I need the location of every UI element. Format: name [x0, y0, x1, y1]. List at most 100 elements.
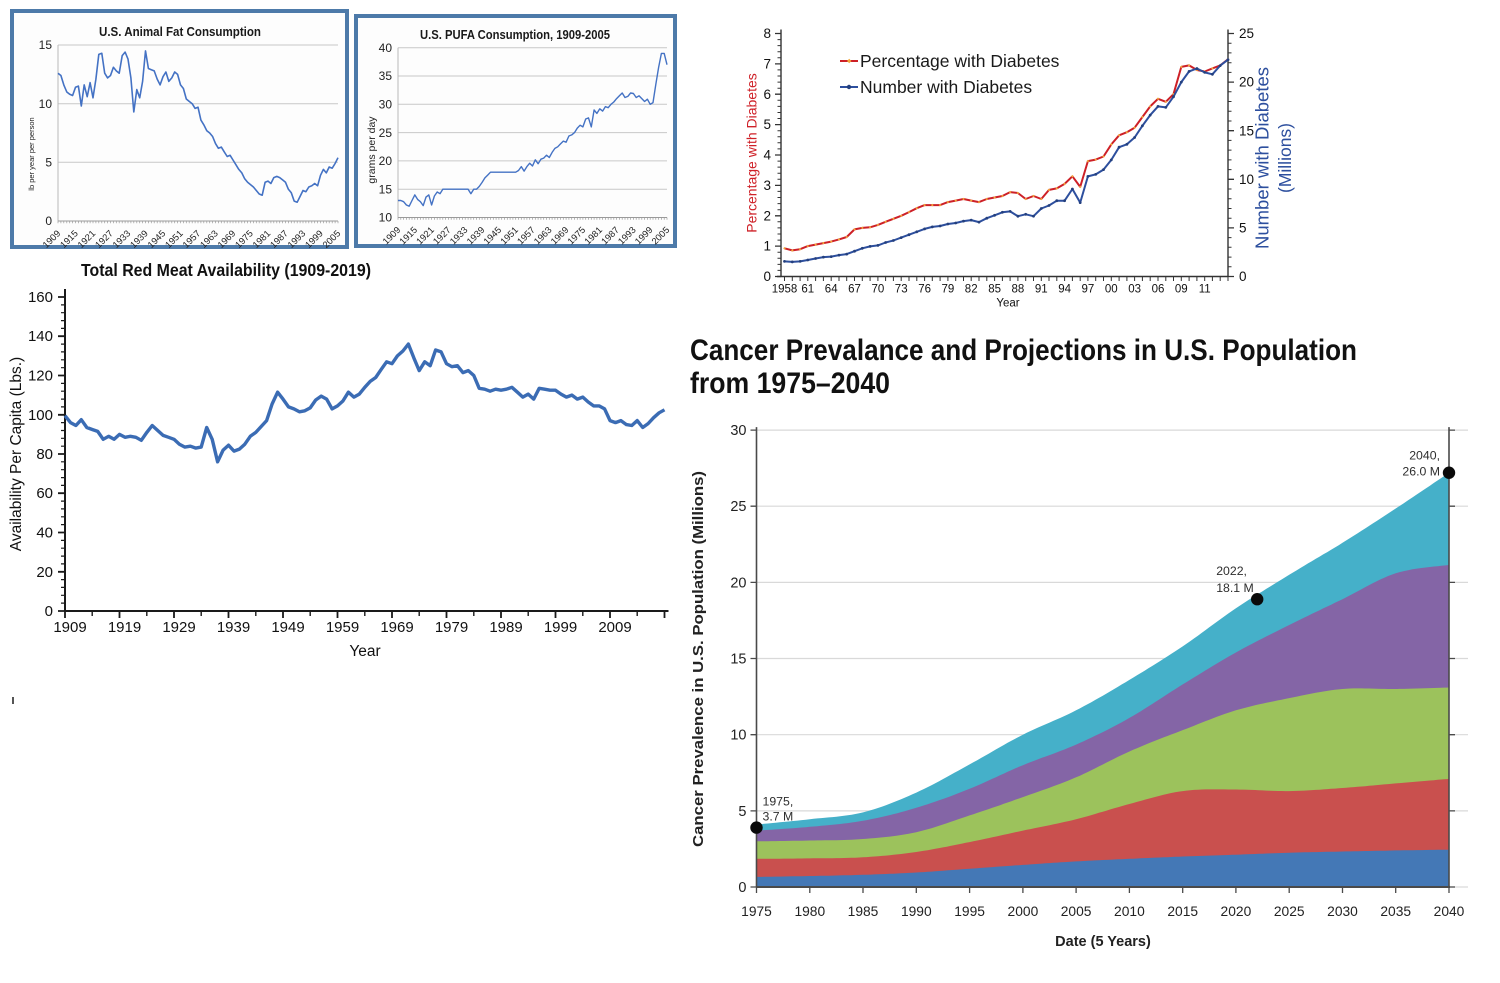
svg-text:Date (5 Years): Date (5 Years)	[1055, 934, 1151, 950]
svg-text:91: 91	[1035, 284, 1048, 296]
svg-text:09: 09	[1175, 284, 1188, 296]
svg-text:10: 10	[39, 97, 53, 111]
svg-text:26.0 M: 26.0 M	[1402, 465, 1440, 479]
svg-text:1959: 1959	[326, 619, 359, 636]
svg-text:0: 0	[45, 603, 53, 620]
svg-text:06: 06	[1152, 284, 1165, 296]
svg-text:25: 25	[730, 499, 746, 515]
svg-text:15: 15	[39, 38, 53, 52]
svg-text:1995: 1995	[954, 904, 985, 919]
svg-text:03: 03	[1128, 284, 1141, 296]
svg-text:Year: Year	[996, 298, 1019, 310]
svg-text:1999: 1999	[544, 619, 577, 636]
svg-text:1958: 1958	[772, 284, 798, 296]
svg-text:11: 11	[1199, 284, 1211, 296]
svg-text:8: 8	[763, 26, 771, 41]
svg-text:60: 60	[36, 485, 53, 502]
svg-text:(Millions): (Millions)	[1275, 123, 1295, 193]
svg-text:30: 30	[730, 423, 746, 439]
svg-text:U.S. Animal Fat Consumption: U.S. Animal Fat Consumption	[99, 24, 261, 39]
svg-text:5: 5	[738, 804, 746, 820]
svg-text:1985: 1985	[848, 904, 879, 919]
svg-text:20: 20	[1239, 75, 1254, 90]
svg-text:15: 15	[1239, 123, 1254, 138]
svg-text:64: 64	[825, 284, 838, 296]
svg-text:30: 30	[379, 98, 393, 112]
svg-text:10: 10	[379, 211, 393, 225]
svg-text:2025: 2025	[1274, 904, 1305, 919]
svg-text:5: 5	[1239, 221, 1247, 236]
svg-text:0: 0	[45, 214, 52, 228]
svg-text:70: 70	[872, 284, 885, 296]
svg-text:Cancer Prevalence in U.S. Popu: Cancer Prevalence in U.S. Population (Mi…	[690, 471, 707, 847]
svg-text:10: 10	[1239, 172, 1254, 187]
svg-text:2015: 2015	[1167, 904, 1198, 919]
svg-text:20: 20	[379, 154, 393, 168]
svg-text:85: 85	[988, 284, 1001, 296]
svg-text:100: 100	[28, 407, 53, 424]
svg-text:10: 10	[730, 728, 746, 744]
svg-text:1929: 1929	[162, 619, 195, 636]
svg-text:00: 00	[1105, 284, 1118, 296]
svg-text:5: 5	[763, 117, 771, 132]
svg-text:U.S. PUFA Consumption, 1909-20: U.S. PUFA Consumption, 1909-2005	[420, 28, 610, 42]
svg-text:1949: 1949	[271, 619, 304, 636]
svg-text:lb per year per person: lb per year per person	[27, 117, 36, 190]
svg-text:18.1 M: 18.1 M	[1216, 581, 1254, 595]
svg-text:2005: 2005	[1061, 904, 1092, 919]
svg-text:79: 79	[942, 284, 955, 296]
svg-text:2020: 2020	[1221, 904, 1252, 919]
svg-text:1: 1	[763, 239, 771, 254]
svg-text:Total Red Meat Availability (1: Total Red Meat Availability (1909-2019)	[81, 260, 371, 280]
svg-text:40: 40	[379, 41, 393, 55]
svg-text:140: 140	[28, 328, 53, 345]
svg-text:67: 67	[848, 284, 861, 296]
svg-text:1909: 1909	[53, 619, 86, 636]
svg-text:0: 0	[1239, 269, 1247, 284]
svg-text:from 1975–2040: from 1975–2040	[690, 367, 890, 400]
svg-text:1975: 1975	[741, 904, 772, 919]
svg-text:120: 120	[28, 368, 53, 385]
svg-text:1939: 1939	[217, 619, 250, 636]
svg-text:97: 97	[1082, 284, 1095, 296]
svg-text:73: 73	[895, 284, 908, 296]
svg-text:Number with Diabetes: Number with Diabetes	[860, 77, 1032, 97]
svg-text:35: 35	[379, 69, 393, 83]
svg-text:25: 25	[1239, 26, 1254, 41]
svg-text:Year: Year	[349, 643, 380, 660]
svg-text:40: 40	[36, 525, 53, 542]
svg-text:2009: 2009	[598, 619, 631, 636]
svg-text:grams per day: grams per day	[366, 116, 378, 184]
svg-text:5: 5	[45, 156, 52, 170]
svg-text:1989: 1989	[489, 619, 522, 636]
svg-text:2040,: 2040,	[1409, 449, 1440, 463]
svg-text:6: 6	[763, 87, 771, 102]
svg-text:1979: 1979	[435, 619, 468, 636]
svg-text:80: 80	[36, 446, 53, 463]
svg-text:Availability Per Capita (Lbs.): Availability Per Capita (Lbs.)	[8, 357, 25, 551]
svg-text:2040: 2040	[1434, 904, 1465, 919]
svg-text:25: 25	[379, 126, 393, 140]
svg-text:3: 3	[763, 178, 771, 193]
svg-text:15: 15	[730, 652, 746, 668]
svg-text:160: 160	[28, 289, 53, 306]
svg-text:0: 0	[763, 269, 771, 284]
svg-text:0: 0	[738, 880, 746, 896]
svg-text:1969: 1969	[380, 619, 413, 636]
svg-text:Percentage with Diabetes: Percentage with Diabetes	[744, 73, 760, 233]
svg-text:4: 4	[763, 148, 771, 163]
svg-text:1980: 1980	[794, 904, 825, 919]
svg-text:88: 88	[1012, 284, 1025, 296]
svg-text:7: 7	[763, 57, 771, 72]
svg-text:2: 2	[763, 208, 771, 223]
svg-text:Percentage with Diabetes: Percentage with Diabetes	[860, 51, 1060, 71]
svg-text:94: 94	[1058, 284, 1071, 296]
svg-text:1975,: 1975,	[763, 795, 794, 809]
svg-text:1919: 1919	[108, 619, 141, 636]
svg-text:82: 82	[965, 284, 978, 296]
svg-text:61: 61	[801, 284, 814, 296]
svg-text:76: 76	[918, 284, 931, 296]
svg-text:20: 20	[730, 575, 746, 591]
svg-text:2030: 2030	[1327, 904, 1358, 919]
svg-text:Number with Diabetes: Number with Diabetes	[1252, 67, 1273, 249]
